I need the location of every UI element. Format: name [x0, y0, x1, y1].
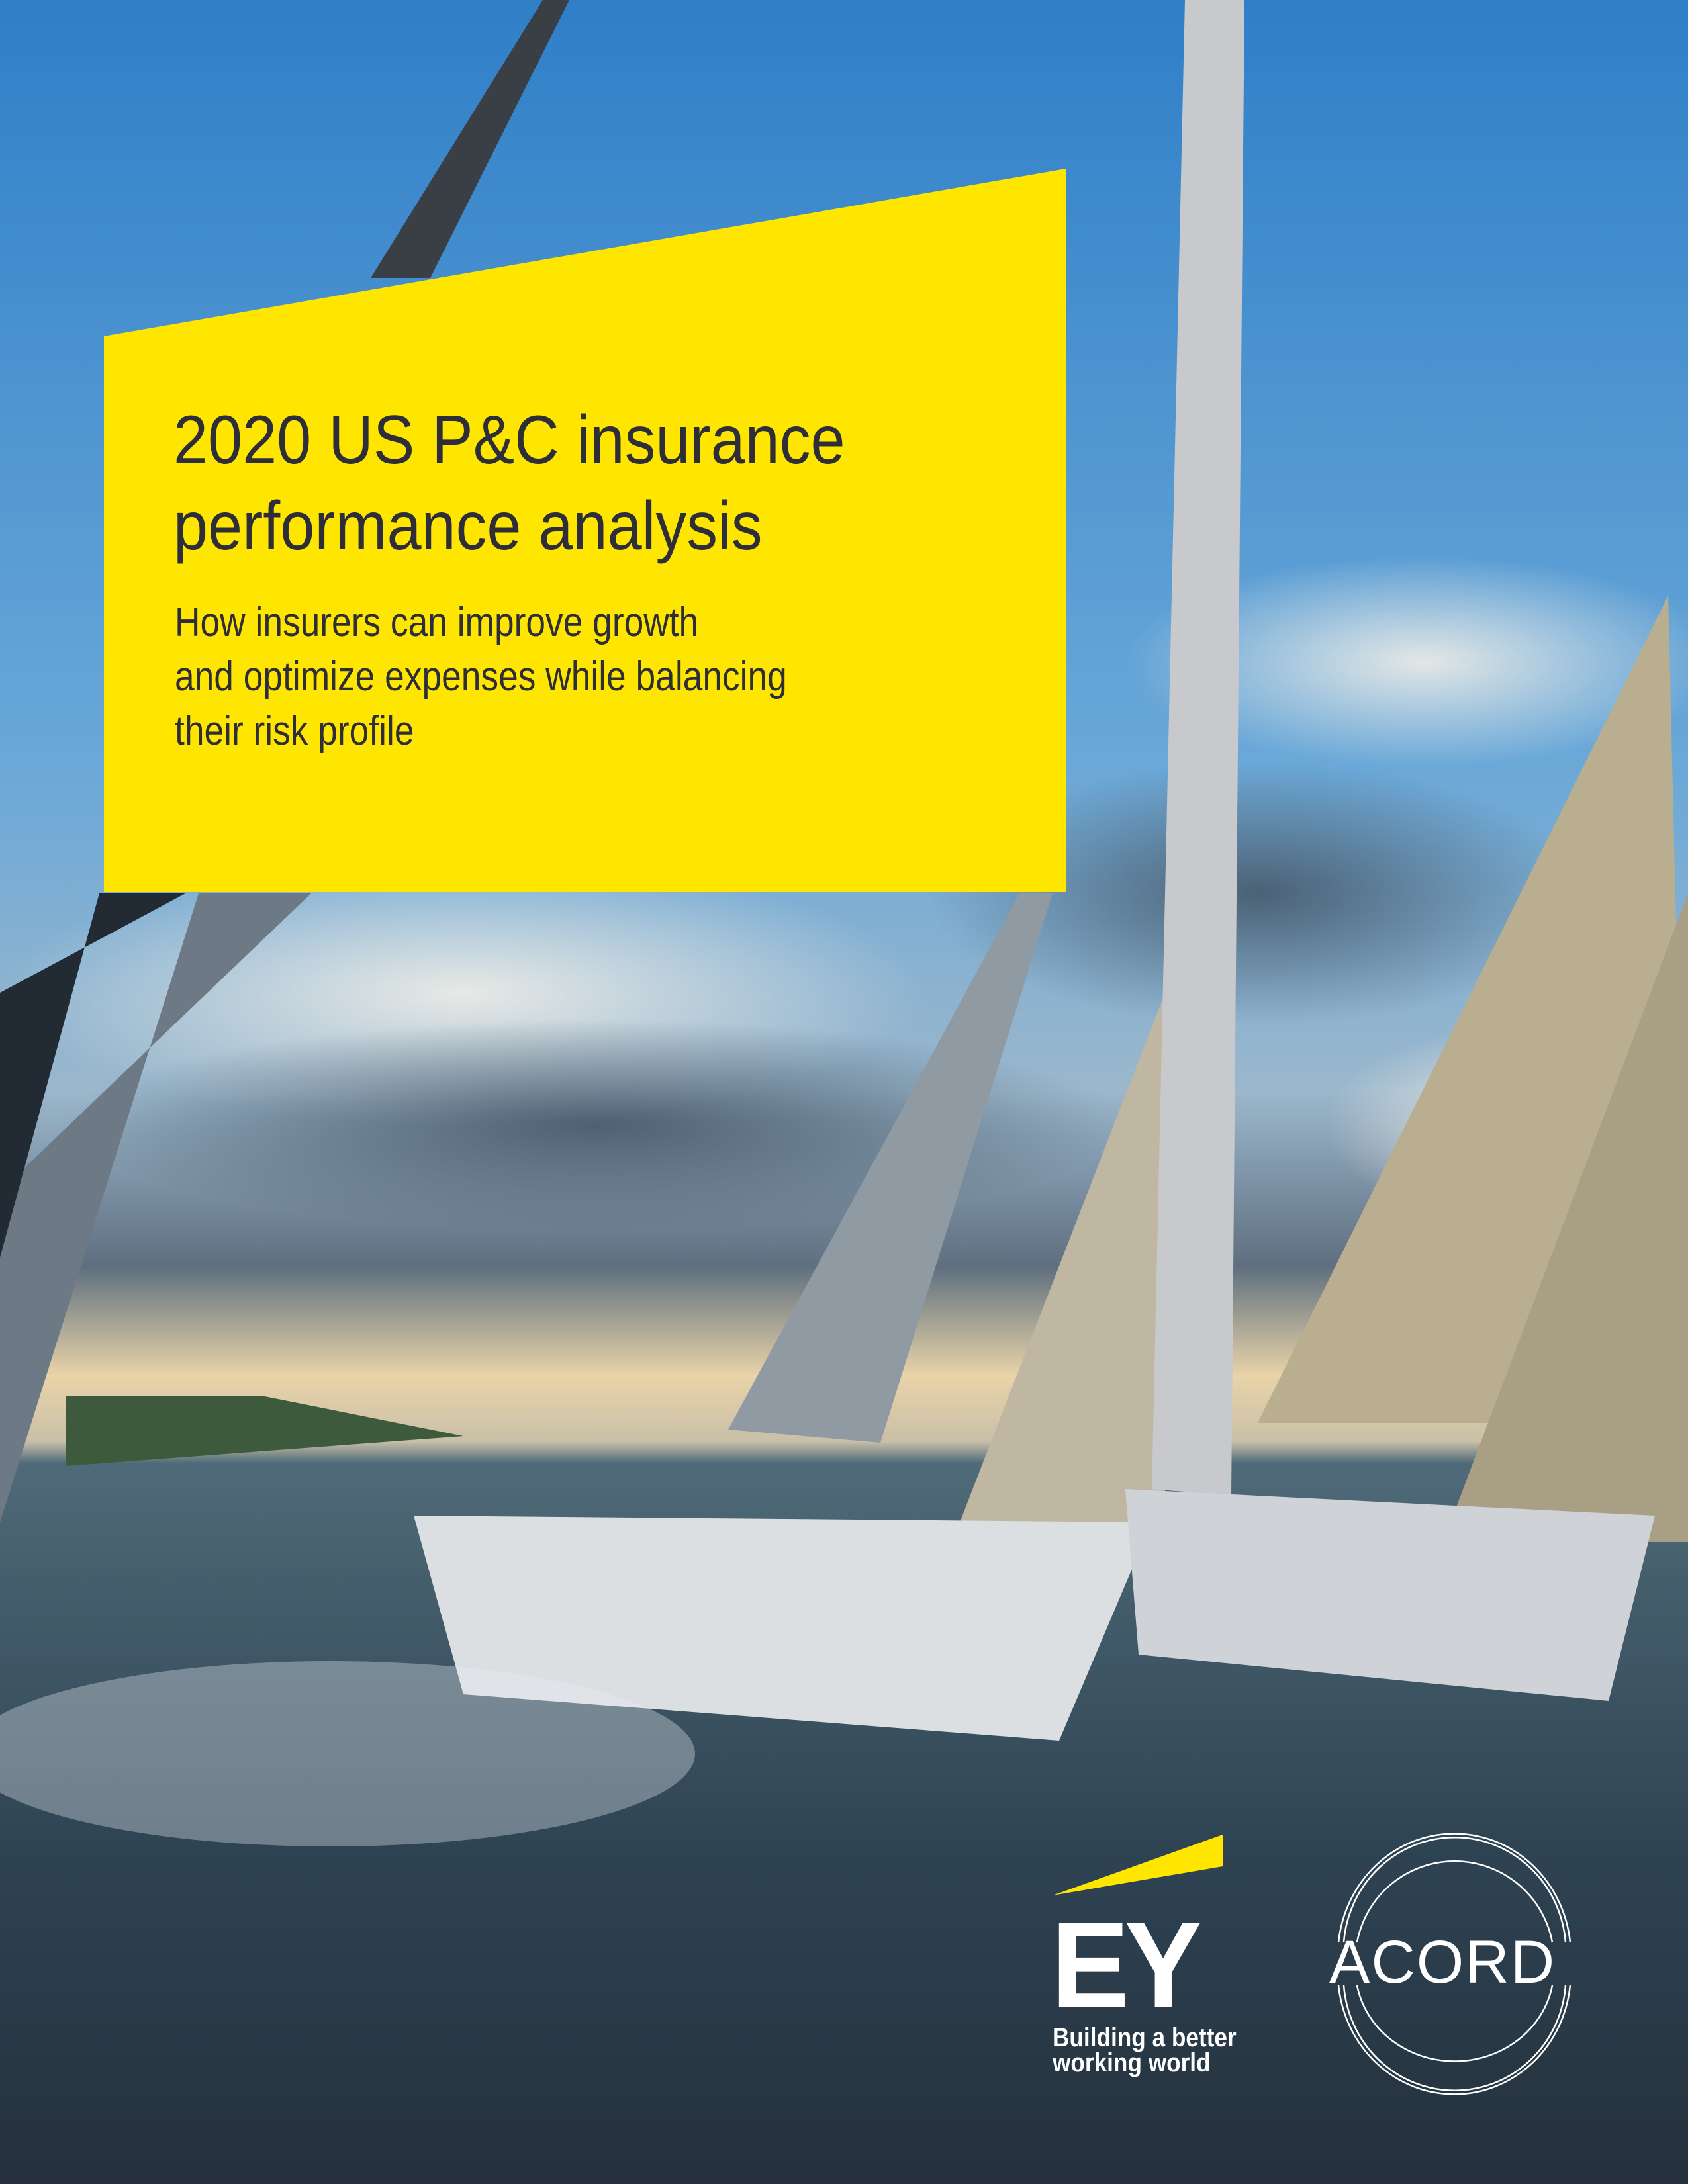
title-line: 2020 US P&C insurance	[173, 402, 845, 478]
title-line: performance analysis	[173, 488, 763, 565]
acord-logo: ACORD	[1329, 1929, 1556, 1996]
report-title: 2020 US P&C insurance performance analys…	[173, 397, 948, 569]
acord-rings-icon	[1337, 1833, 1571, 2095]
ey-beam-icon	[1053, 1835, 1223, 1895]
subtitle-line: How insurers can improve growth	[175, 600, 699, 645]
ey-logo: EY	[1051, 1897, 1202, 2034]
tagline-line: Building a better	[1053, 2023, 1237, 2052]
subtitle-line: and optimize expenses while balancing	[175, 654, 787, 700]
report-subtitle: How insurers can improve growth and opti…	[175, 596, 972, 758]
subtitle-line: their risk profile	[175, 708, 414, 754]
tagline-line: working world	[1053, 2048, 1211, 2077]
ey-tagline: Building a better working world	[1053, 2023, 1237, 2077]
